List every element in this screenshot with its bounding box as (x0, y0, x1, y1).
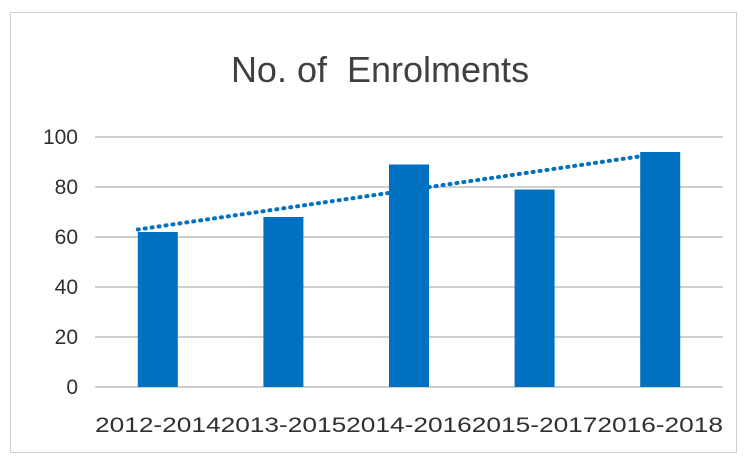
bar-2016-2018 (640, 152, 681, 387)
x-tick-label: 2013-2015 (221, 414, 347, 437)
x-tick-label: 2016-2018 (597, 414, 723, 437)
x-tick-label: 2014-2016 (346, 414, 472, 437)
y-tick-label: 60 (55, 226, 78, 249)
trend-line (135, 153, 647, 232)
bar-2012-2014 (137, 232, 178, 387)
y-tick-label: 100 (43, 126, 78, 149)
chart-title: No. of Enrolments (231, 49, 529, 90)
bar-2013-2015 (263, 217, 304, 387)
trendline (135, 153, 647, 232)
y-axis-ticks: 0 20 40 60 80 100 (43, 126, 78, 399)
y-tick-label: 0 (66, 376, 78, 399)
y-tick-label: 80 (55, 176, 78, 199)
x-tick-label: 2015-2017 (472, 414, 598, 437)
chart-frame (10, 12, 737, 453)
x-tick-label: 2012-2014 (95, 414, 221, 437)
y-tick-label: 20 (55, 326, 78, 349)
bar-2014-2016 (389, 164, 429, 387)
x-axis-ticks: 2012-2014 2013-2015 2014-2016 2015-2017 2016… (95, 414, 723, 437)
y-tick-label: 40 (55, 276, 78, 299)
bars (137, 152, 681, 387)
bar-2015-2017 (514, 189, 555, 387)
